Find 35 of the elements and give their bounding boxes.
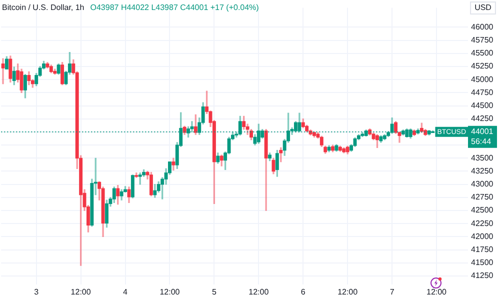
x-tick-label: 4 (123, 287, 128, 296)
candlestick (1, 58, 5, 84)
chart-subtitle: O43987 H44022 L43987 C44001 +17 (+0.04%) (90, 3, 260, 12)
y-tick-label: 45250 (471, 62, 494, 71)
y-tick-label: 42250 (471, 218, 494, 228)
x-tick-label: 7 (390, 287, 395, 296)
y-tick-label: 45500 (471, 48, 494, 58)
candlestick (190, 121, 194, 132)
x-tick-label: 12:00 (248, 287, 270, 296)
y-tick-label: 42000 (471, 232, 494, 241)
text: 44001 (471, 127, 494, 136)
x-tick-label: 6 (300, 287, 306, 296)
y-tick-label: 41750 (471, 245, 494, 254)
y-tick-label: 42500 (471, 206, 494, 215)
y-tick-label: 46000 (471, 22, 494, 32)
y-tick-label: 44500 (471, 100, 494, 110)
y-tick-label: 43500 (471, 153, 494, 162)
x-tick-label: 12:00 (160, 287, 180, 296)
x-tick-label: 3 (34, 287, 40, 296)
y-tick-label: 42750 (471, 192, 494, 202)
y-tick-label: 44750 (471, 88, 494, 97)
y-tick-label: 45000 (471, 74, 494, 84)
y-tick-label: 43000 (471, 180, 494, 189)
text: 56:44 (471, 137, 492, 146)
y-tick-label: 45750 (471, 35, 494, 44)
x-tick-label: 5 (212, 287, 217, 296)
y-tick-label: 43250 (471, 166, 494, 176)
x-tick-label: 12:00 (70, 287, 92, 296)
y-axis-title: USD (474, 3, 492, 12)
y-tick-label: 41250 (471, 271, 494, 280)
x-tick-label: 12:00 (338, 287, 358, 296)
chart-title: Bitcoin / U.S. Dollar, 1h (2, 3, 84, 12)
x-tick-label: 12:00 (426, 287, 448, 296)
y-tick-label: 44250 (471, 114, 494, 124)
y-tick-label: 41500 (471, 258, 494, 268)
